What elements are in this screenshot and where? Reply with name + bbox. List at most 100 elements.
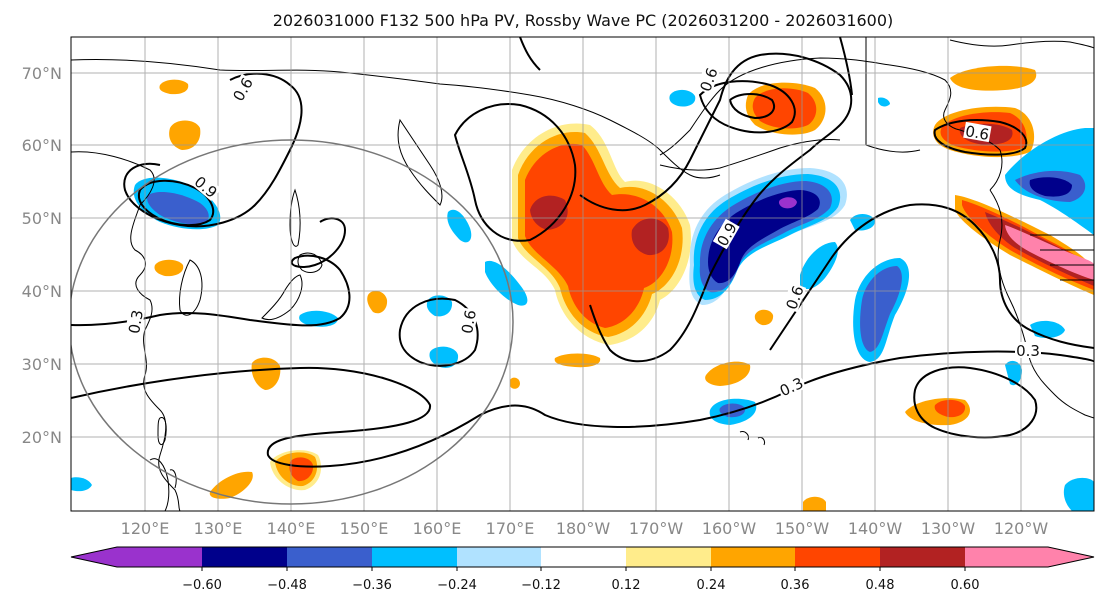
analysis-region-circle xyxy=(71,139,514,505)
pv-contour-0.3-south xyxy=(71,350,1094,468)
anomaly-positive-small-4 xyxy=(367,290,388,314)
lon-label-180w: 180°W xyxy=(556,519,611,538)
contour-label-bg xyxy=(1015,342,1041,358)
colorbar-label-pos012: 0.12 xyxy=(612,578,641,593)
coastlines xyxy=(71,37,1094,511)
contour-label-0.3-east-group: 0.3 xyxy=(1015,342,1041,360)
coast-aleutians xyxy=(659,139,841,171)
lon-label-150e: 150°E xyxy=(340,519,389,538)
lat-label-60n: 60°N xyxy=(22,136,62,155)
coast-kamchatka xyxy=(397,118,443,206)
colorbar-label-pos024: 0.24 xyxy=(697,578,726,593)
lat-label-40n: 40°N xyxy=(22,282,62,301)
lon-label-170e: 170°E xyxy=(486,519,535,538)
contour-label-bg xyxy=(775,373,807,399)
lat-label-20n: 20°N xyxy=(22,428,62,447)
contour-label-bg xyxy=(712,218,740,250)
lon-label-130e: 130°E xyxy=(194,519,243,538)
pv-contour-0.6-gulf xyxy=(933,119,1028,156)
anomaly-negative-northpacific-core xyxy=(778,197,797,209)
anomaly-positive-gulf-top xyxy=(950,65,1037,91)
colorbar-outline xyxy=(70,546,1095,568)
coast-taiwan xyxy=(157,416,167,446)
anomaly-positive-east-4 xyxy=(803,496,826,511)
lon-label-160e: 160°E xyxy=(413,519,462,538)
anomaly-positive-small-5 xyxy=(251,357,281,390)
anomaly-positive-small-1 xyxy=(159,79,189,95)
contour-label-0.6-ring: 0.6 xyxy=(458,309,480,336)
colorbar: −0.60 −0.48 −0.36 −0.24 −0.12 0.12 0.24 … xyxy=(70,546,1095,593)
coast-inland-border xyxy=(865,37,1094,281)
lon-label-120e: 120°E xyxy=(121,519,170,538)
anomaly-negative-small-11 xyxy=(878,97,890,107)
pv-contour-0.9-japan xyxy=(138,179,215,226)
longitude-labels: 120°E 130°E 140°E 150°E 160°E 170°E 180°… xyxy=(121,519,1049,538)
lon-label-160w: 160°W xyxy=(702,519,757,538)
colorbar-swatch-0 xyxy=(71,547,202,567)
colorbar-swatch-1 xyxy=(202,547,287,567)
lon-label-170w: 170°W xyxy=(629,519,684,538)
colorbar-swatch-3 xyxy=(372,547,457,567)
contour-label-bg xyxy=(457,307,479,336)
colorbar-swatch-6 xyxy=(626,547,711,567)
contour-label-0.3-east: 0.3 xyxy=(1016,342,1040,360)
pv-contour-0.6-pacific-trough xyxy=(579,52,853,363)
colorbar-swatch-9 xyxy=(880,547,965,567)
pv-contours xyxy=(71,37,1094,468)
contour-label-bg xyxy=(191,171,222,201)
colorbar-swatch-7 xyxy=(711,547,795,567)
colorbar-swatch-4 xyxy=(457,547,541,567)
map-content: 0.6 0.9 0.3 0.6 0.6 xyxy=(71,37,1094,511)
contour-label-0.6-ring-group: 0.6 xyxy=(457,307,480,336)
coast-asia-north xyxy=(71,58,721,179)
map-frame xyxy=(70,36,1095,512)
anomaly-positive-small-3 xyxy=(154,259,184,277)
lon-label-120w: 120°W xyxy=(994,519,1049,538)
colorbar-label-pos036: 0.36 xyxy=(781,578,810,593)
anomaly-negative-small-9 xyxy=(1063,477,1094,511)
contour-label-0.3-west: 0.3 xyxy=(125,309,147,336)
pv-contour-1.2-core xyxy=(728,93,775,120)
colorbar-label-pos048: 0.48 xyxy=(866,578,895,593)
contour-label-bg xyxy=(124,307,146,336)
contour-label-0.6-gulf-group: 0.6 xyxy=(963,121,992,144)
contour-label-bg xyxy=(696,64,721,95)
colorbar-label-neg024: −0.24 xyxy=(437,578,477,593)
lon-label-140e: 140°E xyxy=(267,519,316,538)
graticule xyxy=(71,37,1094,511)
coast-asia-mainland xyxy=(71,151,181,511)
anomaly-positive-south-3 xyxy=(289,457,314,482)
contour-label-bg xyxy=(782,282,807,313)
anomaly-negative-japan-north-2 xyxy=(147,191,209,225)
pv-contour-0.6-west-large xyxy=(123,72,303,228)
anomaly-positive-central-4 xyxy=(530,195,669,256)
anomaly-negative-small-10 xyxy=(71,477,92,492)
anomaly-positive-westcoast-4 xyxy=(1005,225,1094,280)
anomaly-negative-mid-2 xyxy=(800,242,838,290)
contour-label-0.6-gulf: 0.6 xyxy=(964,122,991,144)
anomaly-negative-mid-1b xyxy=(860,266,902,352)
contour-label-0.3-west-group: 0.3 xyxy=(124,307,147,336)
latitude-labels: 70°N 60°N 50°N 40°N 30°N 20°N xyxy=(22,64,62,447)
coast-hawaii xyxy=(739,431,765,446)
coast-japan-honshu xyxy=(261,274,303,321)
map-panel: 0.6 0.9 0.3 0.6 0.6 xyxy=(70,36,1095,512)
lat-label-50n: 50°N xyxy=(22,209,62,228)
colorbar-label-pos060: 0.60 xyxy=(951,578,980,593)
colorbar-label-neg036: −0.36 xyxy=(352,578,392,593)
contour-label-bg xyxy=(963,121,992,143)
anomaly-positive-small-8 xyxy=(754,309,774,326)
pv-contour-0.3-north xyxy=(71,217,351,327)
pv-contour-north-edge xyxy=(519,37,853,96)
colorbar-swatch-5 xyxy=(541,547,626,567)
contour-label-bg xyxy=(228,73,256,105)
colorbar-swatch-2 xyxy=(287,547,372,567)
colorbar-swatch-10 xyxy=(965,547,1094,567)
anomaly-negative-small-2 xyxy=(485,260,528,306)
pv-contour-0.6-ring xyxy=(398,297,479,367)
anomaly-positive-central-3 xyxy=(525,143,673,328)
anomaly-positive-small-7 xyxy=(705,361,751,386)
anomaly-positive-small-2 xyxy=(169,120,201,150)
anomaly-positive-east-2 xyxy=(934,399,966,418)
anomaly-negative-small-6 xyxy=(669,89,696,107)
